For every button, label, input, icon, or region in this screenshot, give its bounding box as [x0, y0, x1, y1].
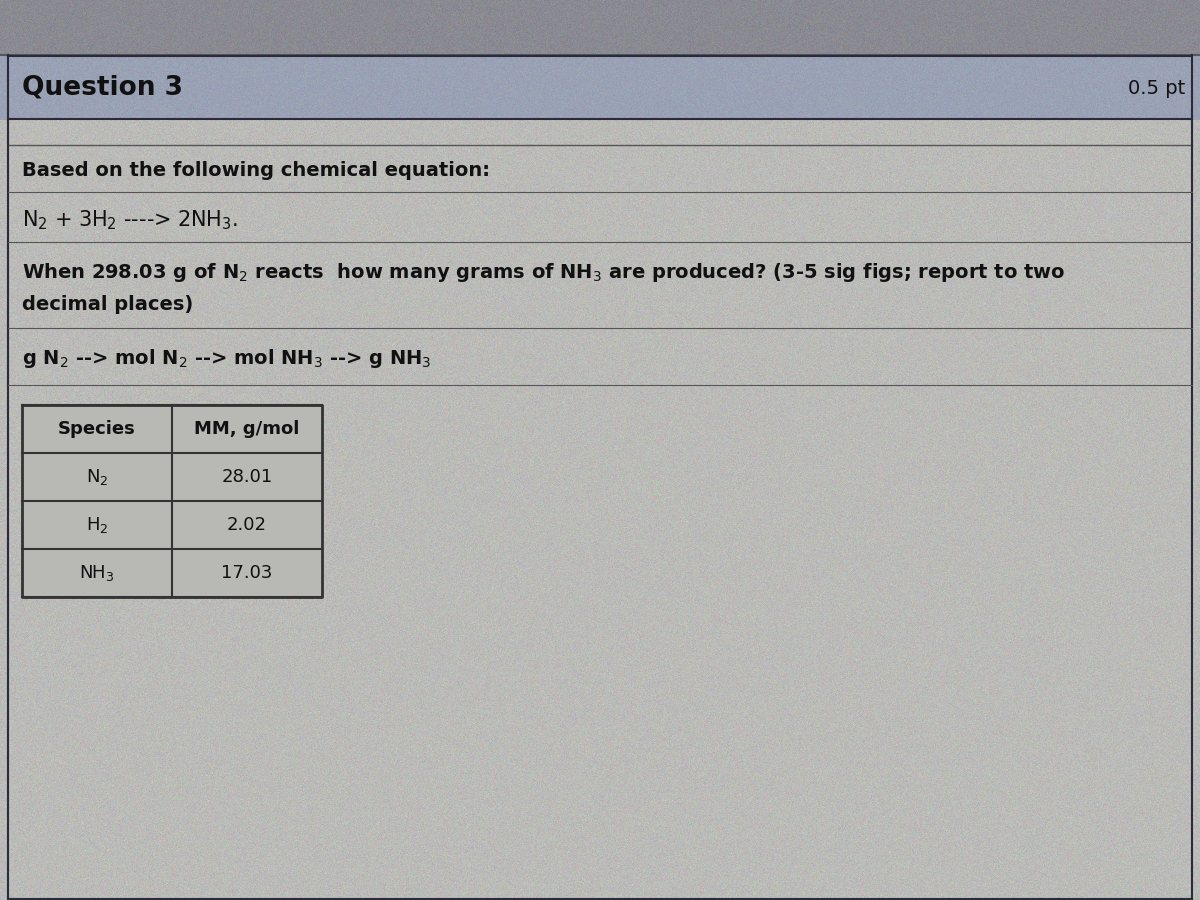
Text: When 298.03 g of N$_2$ reacts  how many grams of NH$_3$ are produced? (3-5 sig f: When 298.03 g of N$_2$ reacts how many g…: [22, 260, 1066, 284]
Text: NH$_3$: NH$_3$: [79, 563, 115, 583]
Text: 2.02: 2.02: [227, 516, 266, 534]
Bar: [22, 405, 322, 597]
Text: 28.01: 28.01: [221, 468, 272, 486]
Text: decimal places): decimal places): [22, 294, 193, 313]
Text: Question 3: Question 3: [22, 75, 182, 101]
Text: g N$_2$ --> mol N$_2$ --> mol NH$_3$ --> g NH$_3$: g N$_2$ --> mol N$_2$ --> mol NH$_3$ -->…: [22, 346, 431, 370]
Text: Species: Species: [58, 420, 136, 438]
Text: H$_2$: H$_2$: [85, 515, 108, 535]
Text: 0.5 pt: 0.5 pt: [1128, 78, 1186, 97]
Text: N$_2$: N$_2$: [86, 467, 108, 487]
Text: 17.03: 17.03: [221, 564, 272, 582]
Text: Based on the following chemical equation:: Based on the following chemical equation…: [22, 160, 490, 179]
Text: MM, g/mol: MM, g/mol: [194, 420, 300, 438]
Text: N$_2$ + 3H$_2$ ----> 2NH$_3$.: N$_2$ + 3H$_2$ ----> 2NH$_3$.: [22, 208, 238, 232]
